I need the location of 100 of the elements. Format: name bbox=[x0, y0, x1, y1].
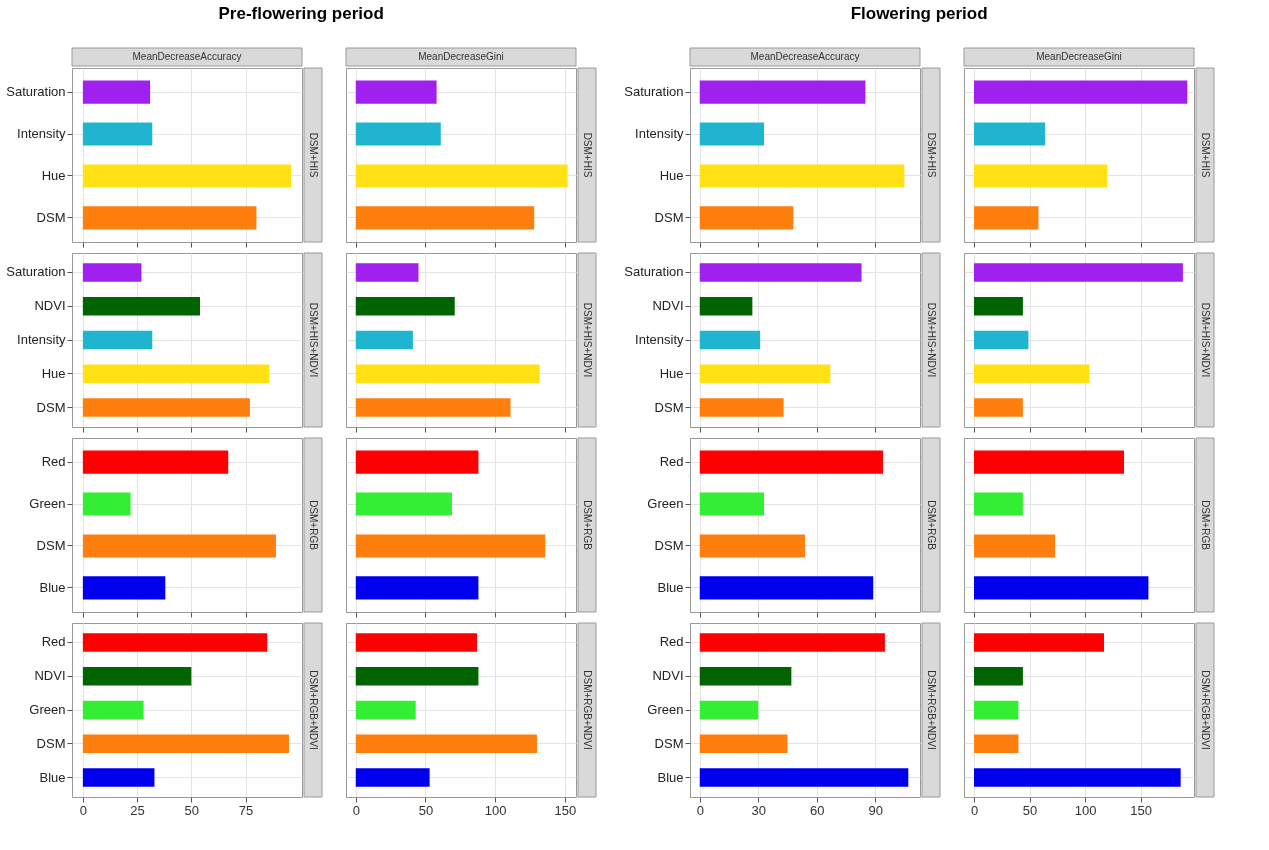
y-tick-label: NDVI bbox=[652, 668, 684, 684]
x-tick-label: 100 bbox=[1074, 802, 1097, 818]
y2-axis-title: DSM+HIS+NDVI bbox=[1200, 302, 1211, 378]
bar bbox=[974, 700, 1019, 720]
bar bbox=[974, 633, 1104, 652]
bar bbox=[974, 492, 1023, 516]
bar bbox=[82, 734, 289, 754]
bar bbox=[82, 330, 153, 350]
bar bbox=[82, 398, 250, 417]
chart-subtitle: MeanDecreaseAccuracy bbox=[132, 51, 242, 62]
y2-axis-title: DSM+HIS bbox=[926, 132, 937, 178]
y-tick-label: NDVI bbox=[652, 298, 684, 314]
y-tick-label: DSM bbox=[36, 537, 66, 553]
y2-axis-title: DSM+RGB+NDVI bbox=[926, 670, 937, 750]
bar bbox=[82, 666, 192, 686]
y-tick-label: Intensity bbox=[17, 332, 66, 347]
x-tick-label: 30 bbox=[751, 802, 766, 818]
bar bbox=[974, 263, 1183, 282]
bar bbox=[699, 700, 759, 720]
y-tick-label: DSM bbox=[654, 209, 684, 225]
bar bbox=[355, 164, 568, 188]
y-tick-label: Saturation bbox=[624, 264, 684, 280]
bar bbox=[974, 666, 1023, 686]
bar bbox=[974, 330, 1029, 350]
bar bbox=[82, 364, 270, 384]
bar bbox=[355, 398, 511, 417]
chart-title: Pre-flowering period bbox=[218, 4, 384, 23]
y2-axis-title: DSM+RGB bbox=[1200, 500, 1211, 551]
chart-subtitle: MeanDecreaseGini bbox=[1036, 51, 1122, 62]
y-tick-label: Intensity bbox=[635, 332, 684, 347]
y-tick-label: Red bbox=[659, 454, 684, 470]
bar bbox=[699, 364, 831, 384]
bar bbox=[355, 633, 478, 652]
bar bbox=[699, 492, 765, 516]
bar bbox=[355, 330, 413, 350]
bar bbox=[974, 534, 1056, 558]
y2-axis-title: DSM+HIS+NDVI bbox=[926, 302, 937, 378]
y-tick-label: DSM bbox=[36, 735, 66, 751]
bar bbox=[699, 80, 866, 104]
bar bbox=[355, 122, 441, 146]
y-tick-label: NDVI bbox=[34, 668, 66, 684]
bar bbox=[699, 263, 862, 282]
bar bbox=[82, 700, 144, 720]
bar bbox=[974, 364, 1090, 384]
y-tick-label: Green bbox=[647, 496, 684, 512]
bar bbox=[82, 296, 201, 316]
bar bbox=[974, 206, 1039, 230]
x-tick-label: 60 bbox=[809, 802, 825, 818]
bar bbox=[355, 700, 416, 720]
y2-axis-title: DSM+RGB+NDVI bbox=[308, 670, 319, 750]
bar bbox=[699, 450, 883, 474]
chart-subtitle: MeanDecreaseGini bbox=[418, 51, 504, 62]
chart-title: Flowering period bbox=[850, 4, 988, 23]
x-tick-label: 50 bbox=[418, 802, 434, 818]
y-tick-label: Intensity bbox=[635, 126, 684, 142]
bar bbox=[974, 768, 1181, 787]
bar bbox=[699, 206, 794, 230]
x-tick-label: 50 bbox=[1022, 802, 1038, 818]
y-tick-label: Blue bbox=[39, 769, 66, 785]
bar bbox=[974, 296, 1023, 316]
bar bbox=[699, 734, 788, 754]
bar bbox=[82, 576, 166, 600]
y2-axis-title: DSM+RGB+NDVI bbox=[582, 670, 593, 750]
x-tick-label: 0 bbox=[352, 802, 360, 818]
bar bbox=[974, 164, 1108, 188]
y2-axis-title: DSM+RGB bbox=[926, 500, 937, 551]
y-tick-label: Saturation bbox=[624, 84, 684, 100]
y-tick-label: Saturation bbox=[6, 84, 66, 100]
x-tick-label: 100 bbox=[484, 802, 507, 818]
bar bbox=[974, 734, 1019, 754]
y-tick-label: DSM bbox=[36, 209, 66, 225]
bar bbox=[82, 206, 257, 230]
y-tick-label: Hue bbox=[659, 167, 684, 183]
bar bbox=[82, 122, 153, 146]
bar bbox=[355, 296, 455, 316]
bar bbox=[974, 398, 1023, 417]
bar bbox=[355, 666, 479, 686]
bar bbox=[699, 633, 885, 652]
bar bbox=[355, 206, 535, 230]
x-tick-label: 0 bbox=[970, 802, 979, 818]
y-tick-label: DSM bbox=[654, 399, 684, 415]
bar bbox=[699, 330, 761, 350]
y-tick-label: Blue bbox=[657, 579, 684, 595]
y-tick-label: Red bbox=[41, 634, 66, 650]
y-tick-label: DSM bbox=[36, 399, 66, 415]
y2-axis-title: DSM+HIS+NDVI bbox=[582, 302, 593, 378]
y2-axis-title: DSM+HIS bbox=[582, 132, 593, 178]
bar bbox=[355, 364, 540, 384]
x-tick-label: 150 bbox=[1130, 802, 1153, 818]
bar bbox=[82, 80, 151, 104]
bar bbox=[974, 450, 1124, 474]
y2-axis-title: DSM+HIS bbox=[1200, 132, 1211, 178]
bar bbox=[699, 534, 805, 558]
bar bbox=[699, 576, 874, 600]
bar bbox=[82, 534, 276, 558]
bar bbox=[974, 576, 1149, 600]
y-tick-label: Hue bbox=[659, 365, 684, 381]
y2-axis-title: DSM+RGB bbox=[582, 500, 593, 551]
y-tick-label: Green bbox=[29, 702, 66, 717]
x-tick-label: 50 bbox=[184, 802, 200, 818]
